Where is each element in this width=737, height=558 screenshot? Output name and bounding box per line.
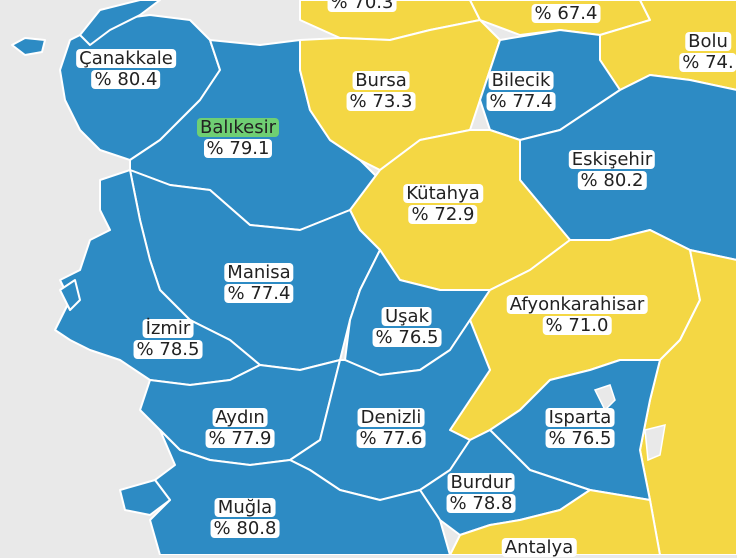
name: Afyonkarahisar [506, 295, 648, 314]
name: Antalya [501, 538, 577, 557]
value: % 71.0 [542, 316, 612, 335]
name: Burdur [447, 473, 515, 492]
label-burdur: Burdur % 78.8 [446, 472, 516, 514]
label-izmir: İzmir % 78.5 [133, 318, 203, 360]
name: Uşak [381, 307, 432, 326]
value: % 76.5 [372, 328, 442, 347]
region-canakkale-peninsula[interactable] [79, 0, 161, 46]
label-eskisehir: Eskişehir % 80.2 [568, 149, 656, 191]
value: % 70.3 [327, 0, 397, 12]
label-top-center-partial: % 67.4 [531, 3, 601, 24]
lake [593, 384, 616, 412]
name: Bolu [685, 32, 731, 51]
value: % 80.4 [91, 70, 161, 89]
region-canakkale-island[interactable] [11, 37, 46, 56]
lake [644, 423, 666, 462]
name: Kütahya [403, 184, 483, 203]
label-usak: Uşak % 76.5 [372, 306, 442, 348]
name: Muğla [214, 498, 276, 517]
value: % 80.8 [210, 519, 280, 538]
label-afyonkarahisar: Afyonkarahisar % 71.0 [506, 294, 648, 336]
value: % 77.4 [486, 92, 556, 111]
name: Denizli [357, 408, 425, 427]
label-bilecik: Bilecik % 77.4 [486, 70, 556, 112]
name: Manisa [224, 263, 294, 282]
region-izmir[interactable] [54, 169, 261, 386]
label-bolu: Bolu % 74. [679, 31, 737, 73]
value: % 77.9 [205, 429, 275, 448]
name: Aydın [212, 408, 268, 427]
value: % 73.3 [346, 92, 416, 111]
label-isparta: Isparta % 76.5 [545, 407, 615, 449]
label-bursa: Bursa % 73.3 [346, 70, 416, 112]
label-canakkale: Çanakkale % 80.4 [76, 48, 176, 90]
value: % 74. [679, 53, 737, 72]
value: % 76.5 [545, 429, 615, 448]
name: Çanakkale [76, 49, 176, 68]
value: % 77.4 [224, 284, 294, 303]
value: % 77.6 [356, 429, 426, 448]
value: % 80.2 [577, 171, 647, 190]
value: % 67.4 [531, 4, 601, 23]
value: % 78.8 [446, 494, 516, 513]
value: % 72.9 [408, 205, 478, 224]
label-antalya: Antalya [501, 537, 577, 558]
label-top-left-partial: % 70.3 [327, 0, 397, 13]
value: % 78.5 [133, 340, 203, 359]
label-aydin: Aydın % 77.9 [205, 407, 275, 449]
name: Balıkesir [196, 118, 280, 137]
label-denizli: Denizli % 77.6 [356, 407, 426, 449]
label-balikesir: Balıkesir % 79.1 [196, 117, 280, 159]
name: Eskişehir [568, 150, 656, 169]
region-izmir-peninsula[interactable] [59, 279, 81, 311]
label-kutahya: Kütahya % 72.9 [403, 183, 483, 225]
label-manisa: Manisa % 77.4 [224, 262, 294, 304]
name: Bilecik [488, 71, 554, 90]
name: Isparta [545, 408, 615, 427]
name: Bursa [352, 71, 410, 90]
region-mugla-peninsula[interactable] [119, 479, 171, 516]
name: İzmir [142, 319, 194, 338]
value: % 79.1 [203, 139, 273, 158]
label-mugla: Muğla % 80.8 [210, 497, 280, 539]
